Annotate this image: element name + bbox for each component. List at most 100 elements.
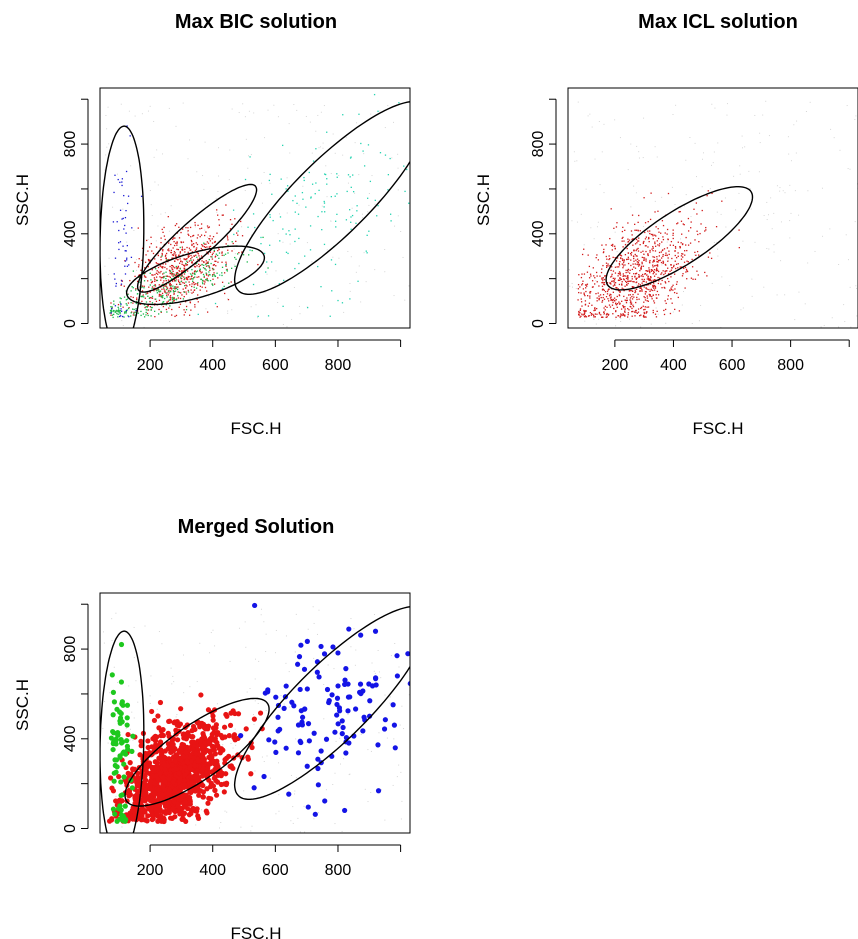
data-point [649, 230, 651, 232]
data-point [641, 288, 643, 291]
data-point [159, 276, 161, 278]
data-point [698, 241, 700, 243]
data-point [168, 299, 170, 301]
data-point [661, 249, 664, 252]
data-point [291, 703, 297, 709]
data-point [208, 271, 210, 273]
data-point [285, 251, 288, 253]
data-point [643, 301, 645, 303]
background-point [598, 121, 600, 123]
data-point [377, 110, 379, 112]
data-point [203, 261, 205, 264]
background-point [766, 248, 768, 250]
background-point [367, 801, 369, 803]
data-point [314, 669, 320, 675]
data-point [408, 202, 410, 204]
data-point [179, 252, 181, 254]
background-point [149, 702, 151, 704]
data-point [633, 255, 635, 258]
background-point [128, 110, 130, 112]
data-point [641, 256, 643, 259]
data-point [287, 190, 289, 192]
data-point [637, 240, 639, 242]
data-point [203, 242, 205, 244]
data-point [295, 722, 302, 728]
data-point [226, 235, 229, 237]
data-point [699, 232, 701, 235]
data-point [151, 269, 153, 271]
background-point [254, 700, 256, 702]
data-point [175, 737, 181, 743]
data-point [195, 271, 197, 273]
background-point [156, 708, 158, 710]
background-point [690, 216, 692, 218]
data-point [160, 311, 162, 313]
data-point [637, 221, 639, 224]
data-point [174, 290, 177, 292]
data-point [651, 296, 653, 298]
data-point [578, 291, 580, 294]
data-point [647, 270, 649, 272]
data-point [130, 312, 132, 314]
data-point [643, 296, 645, 298]
data-point [674, 250, 676, 252]
data-point [207, 265, 209, 267]
data-point [236, 253, 239, 255]
data-point [131, 286, 133, 288]
data-point [197, 282, 199, 284]
data-point [613, 227, 615, 229]
data-point [112, 221, 115, 223]
data-point [602, 288, 604, 290]
data-point [595, 271, 598, 274]
data-point [251, 249, 253, 252]
background-point [322, 142, 324, 144]
data-point [389, 213, 392, 215]
background-point [305, 115, 307, 117]
chart-title: Max ICL solution [638, 11, 798, 33]
data-point [306, 306, 309, 309]
data-point [213, 272, 215, 274]
data-point [677, 252, 679, 254]
data-point [152, 274, 154, 276]
data-point [156, 292, 159, 294]
data-point [142, 766, 148, 773]
data-point [591, 304, 593, 306]
background-point [627, 169, 629, 171]
data-point [191, 269, 193, 271]
data-point [181, 246, 183, 248]
data-point [349, 298, 351, 300]
data-point [672, 237, 674, 240]
data-point [175, 223, 178, 225]
data-point [652, 256, 654, 258]
data-point [624, 229, 626, 232]
data-point [285, 188, 287, 190]
background-point [291, 318, 293, 320]
background-point [109, 692, 111, 694]
data-point [379, 152, 382, 154]
data-point [147, 292, 149, 294]
background-point [339, 763, 341, 765]
data-point [601, 277, 603, 279]
data-point [603, 298, 606, 300]
data-point [237, 230, 239, 232]
data-point [366, 234, 368, 236]
data-point [649, 295, 651, 297]
background-point [854, 119, 856, 121]
data-point [667, 295, 669, 297]
background-point [292, 822, 294, 824]
data-point [118, 308, 120, 310]
data-point [306, 738, 312, 744]
data-point [305, 721, 312, 727]
data-point [162, 297, 164, 299]
data-point [222, 214, 224, 216]
data-point [174, 267, 176, 269]
data-point [312, 811, 318, 817]
data-point [226, 270, 229, 272]
data-point [187, 765, 193, 771]
data-point [119, 313, 121, 315]
data-point [616, 306, 618, 309]
background-point [807, 190, 809, 192]
data-point [124, 743, 131, 749]
data-point [615, 286, 617, 289]
data-point [153, 284, 155, 287]
